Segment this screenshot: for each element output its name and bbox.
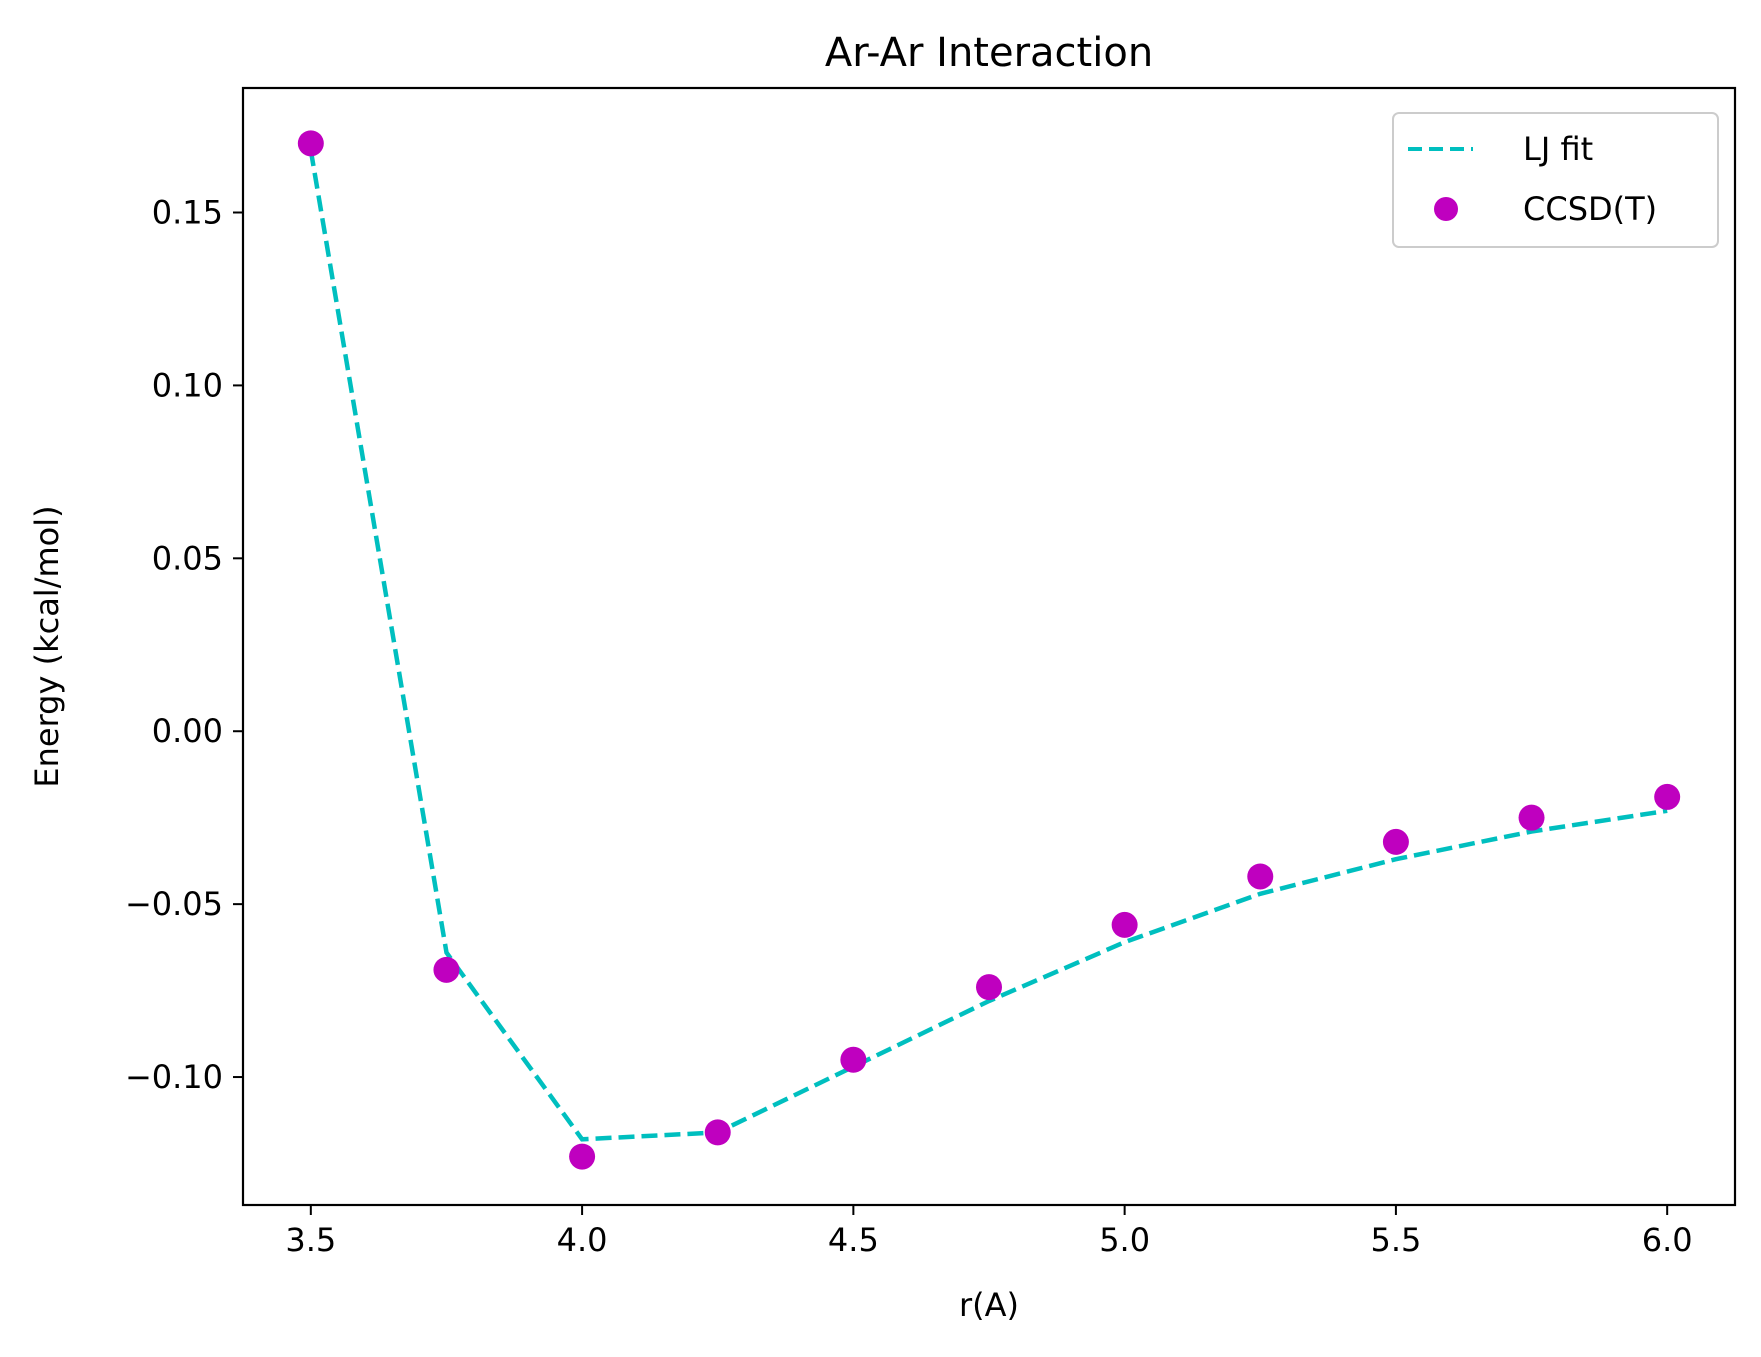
x-axis: 3.5 4.0 4.5 5.0 5.5 6.0	[285, 1205, 1693, 1259]
y-tick-label: 0.00	[152, 712, 223, 750]
y-tick-label: 0.15	[152, 193, 223, 231]
series-ccsd-t-point	[1111, 911, 1138, 938]
series-ccsd-t-point	[704, 1119, 731, 1146]
chart-title: Ar-Ar Interaction	[825, 30, 1153, 76]
series-ccsd-t-point	[1247, 863, 1274, 890]
x-tick-label: 4.5	[828, 1221, 879, 1259]
series-ccsd-t-point	[569, 1143, 596, 1170]
x-tick-label: 5.5	[1370, 1221, 1421, 1259]
y-tick-label: −0.05	[125, 885, 223, 923]
series-ccsd-t-point	[1654, 783, 1681, 810]
y-tick-label: 0.10	[152, 366, 223, 404]
series-ccsd-t-point	[1518, 804, 1545, 831]
x-axis-label: r(A)	[959, 1286, 1019, 1324]
x-tick-label: 6.0	[1642, 1221, 1693, 1259]
legend-label-ccsd-t: CCSD(T)	[1523, 190, 1657, 228]
legend-marker-sample	[1434, 197, 1458, 221]
x-tick-label: 3.5	[285, 1221, 336, 1259]
legend: LJ fit CCSD(T)	[1392, 112, 1719, 248]
legend-box	[1392, 112, 1719, 248]
series-ccsd-t-point	[840, 1046, 867, 1073]
y-axis-label: Energy (kcal/mol)	[28, 505, 66, 787]
y-tick-label: 0.05	[152, 539, 223, 577]
series-ccsd-t-point	[433, 956, 460, 983]
series-lj-fit-line	[308, 149, 1668, 1142]
legend-label-lj-fit: LJ fit	[1523, 130, 1593, 168]
plot-area	[241, 86, 1737, 1207]
series-layer	[297, 130, 1681, 1170]
series-ccsd-t-point	[297, 130, 324, 157]
series-ccsd-t-point	[976, 974, 1002, 1001]
x-tick-label: 4.0	[557, 1221, 608, 1259]
x-tick-label: 5.0	[1099, 1221, 1150, 1259]
y-axis: −0.10 −0.05 0.00 0.05 0.10 0.15	[125, 193, 243, 1096]
y-tick-label: −0.10	[125, 1058, 223, 1096]
series-ccsd-t-point	[1382, 828, 1409, 855]
